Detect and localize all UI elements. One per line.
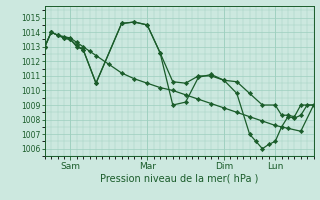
X-axis label: Pression niveau de la mer( hPa ): Pression niveau de la mer( hPa ) xyxy=(100,173,258,183)
